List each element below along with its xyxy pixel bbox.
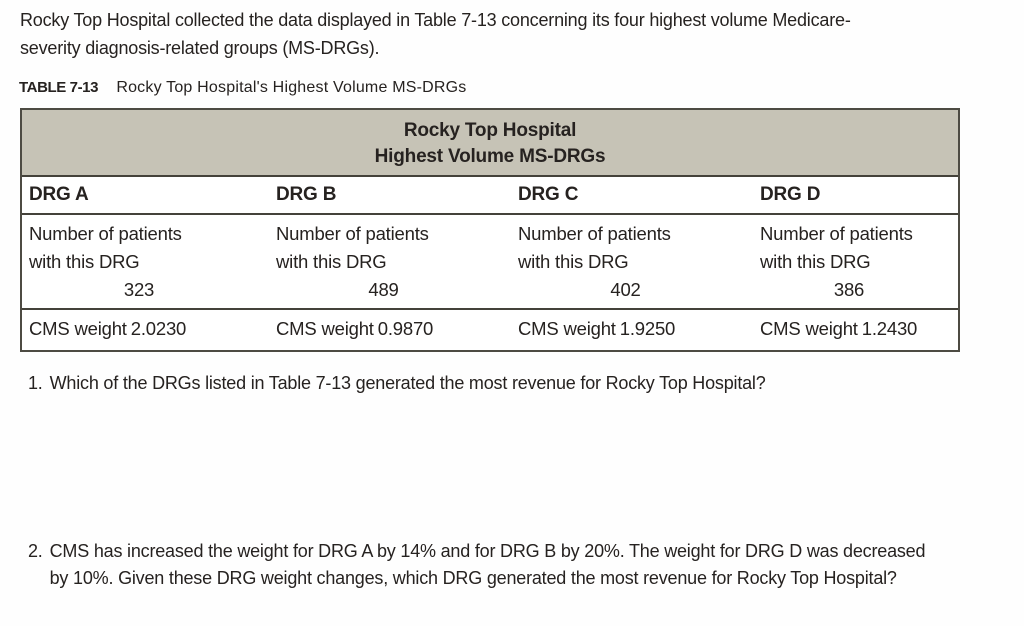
cms-weight-drg-b: CMS weight 0.9870 (269, 310, 511, 350)
patients-label-line-1: Number of patients (29, 223, 182, 244)
drg-a-label: DRG A (29, 184, 89, 205)
table-header-line-2: Highest Volume MS-DRGs (374, 146, 606, 167)
patients-label-line-1: Number of patients (276, 223, 429, 244)
patients-label-line-1: Number of patients (760, 223, 913, 244)
patients-cell-drg-c: Number of patients with this DRG 402 (511, 215, 753, 308)
patients-cell-drg-d: Number of patients with this DRG 386 (753, 215, 958, 308)
patients-label-line-2: with this DRG (276, 251, 387, 272)
question-2-line-2: by 10%. Given these DRG weight changes, … (49, 568, 897, 588)
intro-line-1: Rocky Top Hospital collected the data di… (20, 10, 851, 30)
ms-drg-table: Rocky Top Hospital Highest Volume MS-DRG… (20, 108, 960, 352)
drg-label-row: DRG A DRG B DRG C DRG D (22, 177, 958, 215)
table-caption: TABLE 7-13 Rocky Top Hospital's Highest … (19, 79, 466, 97)
cms-weight-drg-c: CMS weight 1.9250 (511, 310, 753, 350)
question-1-text: Which of the DRGs listed in Table 7-13 g… (50, 370, 766, 397)
question-1-line-1: Which of the DRGs listed in Table 7-13 g… (49, 373, 766, 393)
cms-weight-drg-a: CMS weight 2.0230 (22, 310, 269, 350)
drg-b-label: DRG B (276, 184, 337, 205)
question-2-line-1: CMS has increased the weight for DRG A b… (49, 541, 926, 561)
cms-weight-value: 2.0230 (130, 318, 187, 339)
cms-weight-drg-d: CMS weight 1.2430 (753, 310, 958, 350)
patients-cell-drg-a: Number of patients with this DRG 323 (22, 215, 269, 308)
cms-weight-label: CMS weight (29, 318, 127, 339)
drg-c-label: DRG C (518, 184, 579, 205)
table-caption-label: TABLE 7-13 (19, 79, 99, 96)
intro-paragraph: Rocky Top Hospital collected the data di… (20, 6, 1010, 62)
cms-weight-row: CMS weight 2.0230 CMS weight 0.9870 CMS we… (22, 310, 958, 350)
patients-count-drg-a: 323 (123, 279, 155, 300)
patients-cell-drg-b: Number of patients with this DRG 489 (269, 215, 511, 308)
question-1: 1. Which of the DRGs listed in Table 7-1… (28, 370, 766, 397)
patients-label-line-2: with this DRG (760, 251, 871, 272)
intro-line-2: severity diagnosis-related groups (MS-DR… (20, 38, 380, 58)
table-header-line-1: Rocky Top Hospital (403, 120, 577, 141)
question-2-text: CMS has increased the weight for DRG A b… (50, 538, 926, 592)
cms-weight-value: 0.9870 (377, 318, 434, 339)
cms-weight-label: CMS weight (518, 318, 616, 339)
patients-label-line-2: with this DRG (518, 251, 629, 272)
patients-count-drg-b: 489 (368, 279, 399, 300)
question-1-number: 1. (28, 373, 43, 393)
drg-d-label: DRG D (760, 184, 821, 205)
question-2: 2. CMS has increased the weight for DRG … (28, 538, 926, 592)
patients-row: Number of patients with this DRG 323 Num… (22, 215, 958, 310)
table-caption-title: Rocky Top Hospital's Highest Volume MS-D… (116, 79, 467, 96)
cms-weight-label: CMS weight (276, 318, 374, 339)
cms-weight-value: 1.2430 (861, 318, 918, 339)
question-2-number: 2. (28, 541, 43, 561)
cms-weight-label: CMS weight (760, 318, 858, 339)
patients-label-line-2: with this DRG (29, 251, 140, 272)
table-header-band: Rocky Top Hospital Highest Volume MS-DRG… (22, 110, 958, 177)
patients-count-drg-c: 402 (610, 279, 641, 300)
patients-label-line-1: Number of patients (518, 223, 671, 244)
patients-count-drg-d: 386 (833, 279, 865, 300)
cms-weight-value: 1.9250 (619, 318, 676, 339)
